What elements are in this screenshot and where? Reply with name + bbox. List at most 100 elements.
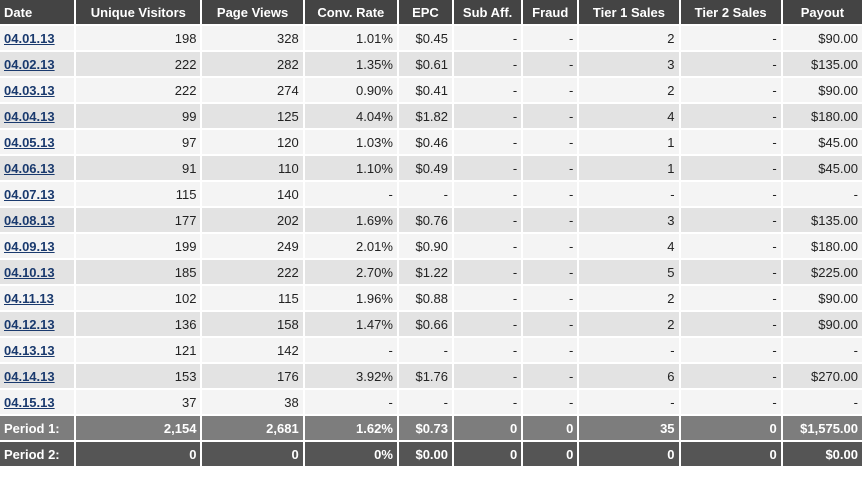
tier1-sales-cell: - [579, 338, 679, 362]
page-views-cell: 140 [202, 182, 303, 206]
header-epc[interactable]: EPC [398, 0, 453, 24]
sub-aff-cell: - [454, 390, 522, 414]
date-link[interactable]: 04.10.13 [4, 264, 55, 280]
total-page-views-cell: 0 [202, 442, 303, 466]
total-unique-visitors-cell: 0 [76, 442, 201, 466]
conv-rate-cell: 1.96% [304, 286, 397, 310]
sub-aff-cell: - [454, 104, 522, 128]
payout-cell: $90.00 [782, 26, 862, 50]
sub-aff-cell: - [454, 208, 522, 232]
tier1-sales-cell: 2 [579, 312, 679, 336]
date-link[interactable]: 04.15.13 [4, 394, 55, 410]
header-sub-aff[interactable]: Sub Aff. [454, 0, 522, 24]
sub-aff-cell: - [454, 260, 522, 284]
page-views-cell: 125 [202, 104, 303, 128]
conv-rate-cell: 1.69% [304, 208, 397, 232]
date-cell: 04.04.13 [0, 104, 75, 128]
total-conv-rate-cell: 1.62% [304, 416, 397, 440]
sub-aff-cell: - [454, 234, 522, 258]
header-row: Date Unique Visitors Page Views Conv. Ra… [0, 0, 862, 24]
header-tier2-sales[interactable]: Tier 2 Sales [680, 0, 781, 24]
unique-visitors-cell: 136 [76, 312, 201, 336]
sub-aff-cell: - [454, 364, 522, 388]
date-link[interactable]: 04.05.13 [4, 134, 55, 150]
payout-cell: - [782, 390, 862, 414]
date-link[interactable]: 04.08.13 [4, 212, 55, 228]
period-total-row: Period 2: 0 0 0% $0.00 0 0 0 0 $0.00 [0, 442, 862, 466]
header-conv-rate[interactable]: Conv. Rate [304, 0, 397, 24]
table-row: 04.05.13 97 120 1.03% $0.46- -1- $45.00 [0, 130, 862, 154]
payout-cell: $270.00 [782, 364, 862, 388]
header-tier1-sales[interactable]: Tier 1 Sales [579, 0, 679, 24]
date-link[interactable]: 04.07.13 [4, 186, 55, 202]
page-views-cell: 110 [202, 156, 303, 180]
date-cell: 04.15.13 [0, 390, 75, 414]
table-row: 04.02.13 222 282 1.35% $0.61- -3- $135.00 [0, 52, 862, 76]
date-link[interactable]: 04.13.13 [4, 342, 55, 358]
tier1-sales-cell: 4 [579, 234, 679, 258]
page-views-cell: 282 [202, 52, 303, 76]
date-link[interactable]: 04.04.13 [4, 108, 55, 124]
tier1-sales-cell: 2 [579, 78, 679, 102]
period-label: Period 2: [0, 442, 75, 466]
conv-rate-cell: 2.01% [304, 234, 397, 258]
unique-visitors-cell: 199 [76, 234, 201, 258]
payout-cell: $90.00 [782, 78, 862, 102]
date-link[interactable]: 04.09.13 [4, 238, 55, 254]
table-row: 04.09.13 199 249 2.01% $0.90- -4- $180.00 [0, 234, 862, 258]
date-link[interactable]: 04.02.13 [4, 56, 55, 72]
date-link[interactable]: 04.12.13 [4, 316, 55, 332]
epc-cell: - [398, 338, 453, 362]
date-link[interactable]: 04.01.13 [4, 30, 55, 46]
date-cell: 04.05.13 [0, 130, 75, 154]
page-views-cell: 274 [202, 78, 303, 102]
header-payout[interactable]: Payout [782, 0, 862, 24]
fraud-cell: - [523, 208, 578, 232]
conv-rate-cell: 1.03% [304, 130, 397, 154]
tier2-sales-cell: - [680, 52, 781, 76]
tier1-sales-cell: 1 [579, 156, 679, 180]
fraud-cell: - [523, 78, 578, 102]
epc-cell: $0.41 [398, 78, 453, 102]
header-page-views[interactable]: Page Views [202, 0, 303, 24]
table-row: 04.13.13 121 142- - - - - - - [0, 338, 862, 362]
tier2-sales-cell: - [680, 182, 781, 206]
tier1-sales-cell: 5 [579, 260, 679, 284]
date-link[interactable]: 04.14.13 [4, 368, 55, 384]
header-date[interactable]: Date [0, 0, 75, 24]
unique-visitors-cell: 115 [76, 182, 201, 206]
conv-rate-cell: 4.04% [304, 104, 397, 128]
tier2-sales-cell: - [680, 338, 781, 362]
date-link[interactable]: 04.11.13 [4, 290, 54, 306]
total-tier2-sales-cell: 0 [680, 416, 781, 440]
table-row: 04.12.13 136 158 1.47% $0.66- -2- $90.00 [0, 312, 862, 336]
tier1-sales-cell: 4 [579, 104, 679, 128]
unique-visitors-cell: 153 [76, 364, 201, 388]
unique-visitors-cell: 91 [76, 156, 201, 180]
payout-cell: - [782, 182, 862, 206]
tier2-sales-cell: - [680, 156, 781, 180]
page-views-cell: 202 [202, 208, 303, 232]
total-payout-cell: $0.00 [782, 442, 862, 466]
payout-cell: $45.00 [782, 130, 862, 154]
header-unique-visitors[interactable]: Unique Visitors [76, 0, 201, 24]
page-views-cell: 158 [202, 312, 303, 336]
tier1-sales-cell: 2 [579, 26, 679, 50]
conv-rate-cell: - [304, 338, 397, 362]
epc-cell: $1.22 [398, 260, 453, 284]
page-views-cell: 38 [202, 390, 303, 414]
date-cell: 04.03.13 [0, 78, 75, 102]
epc-cell: $0.66 [398, 312, 453, 336]
tier2-sales-cell: - [680, 364, 781, 388]
tier2-sales-cell: - [680, 208, 781, 232]
conv-rate-cell: 0.90% [304, 78, 397, 102]
date-link[interactable]: 04.03.13 [4, 82, 55, 98]
date-link[interactable]: 04.06.13 [4, 160, 55, 176]
unique-visitors-cell: 198 [76, 26, 201, 50]
header-fraud[interactable]: Fraud [523, 0, 578, 24]
payout-cell: $180.00 [782, 104, 862, 128]
fraud-cell: - [523, 390, 578, 414]
unique-visitors-cell: 222 [76, 52, 201, 76]
page-views-cell: 115 [202, 286, 303, 310]
total-epc-cell: $0.73 [398, 416, 453, 440]
